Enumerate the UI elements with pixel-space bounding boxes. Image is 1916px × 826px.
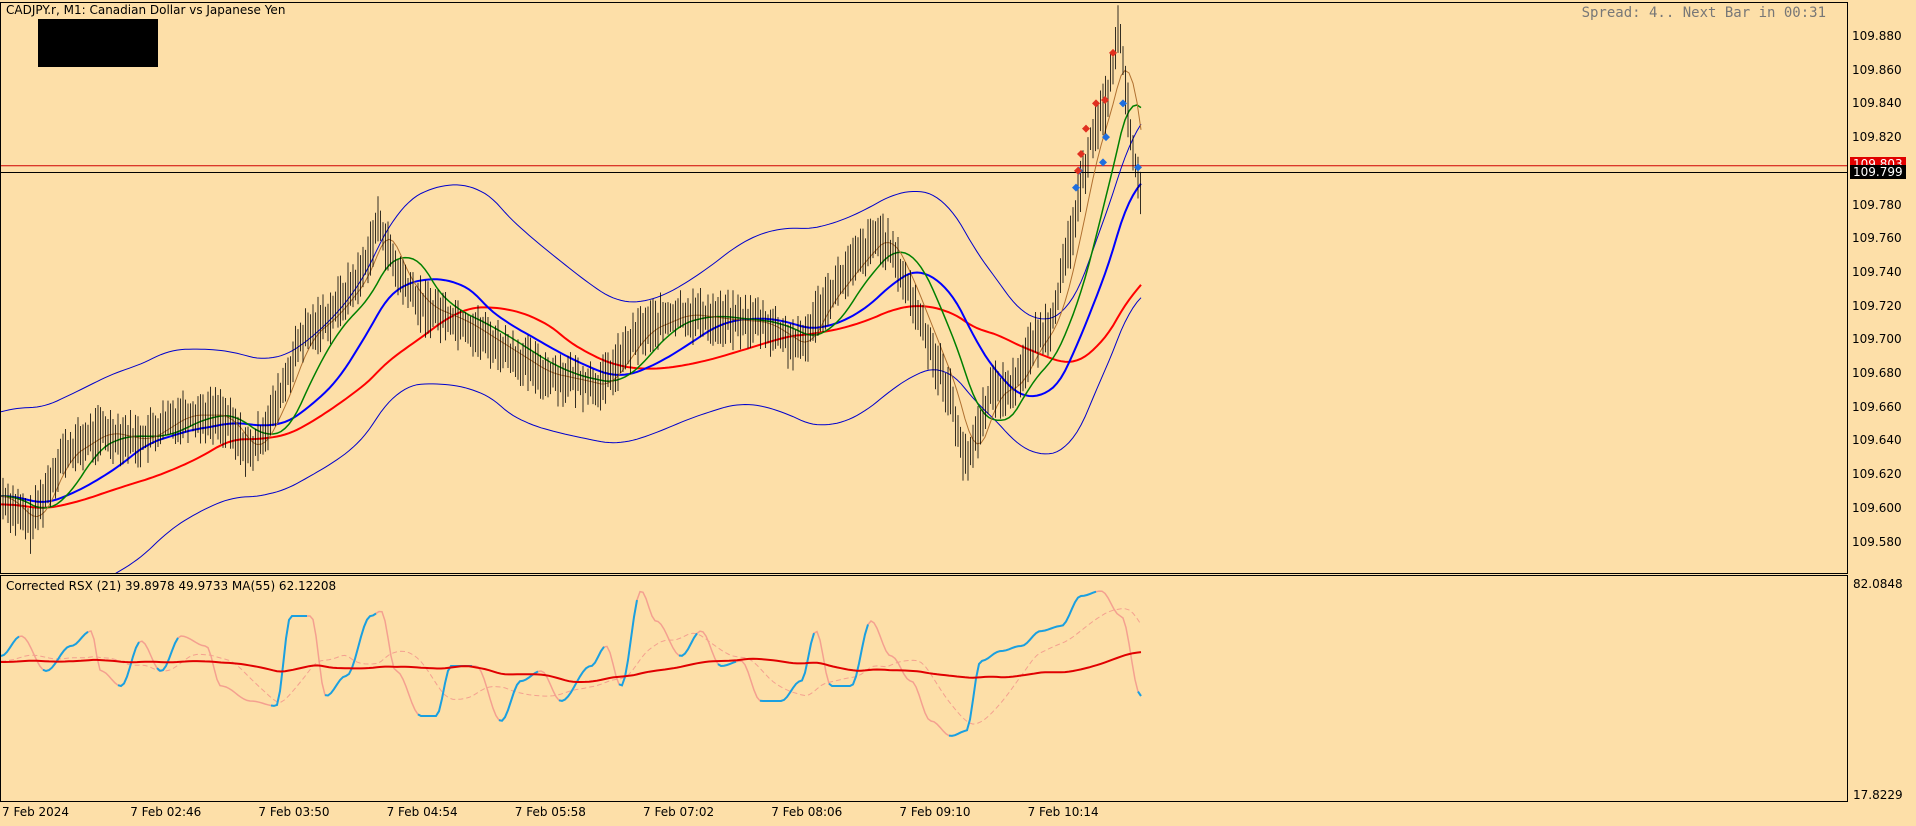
mid-ma-line	[1, 182, 1142, 503]
hidden-overlay-box	[38, 19, 158, 67]
indicator-title: Corrected RSX (21) 39.8978 49.9733 MA(55…	[6, 579, 337, 593]
ma-fastest-line	[1, 69, 1142, 518]
time-tick-label: 7 Feb 09:10	[899, 805, 971, 819]
time-tick-label: 7 Feb 07:02	[643, 805, 715, 819]
price-tick-label: 109.840	[1852, 96, 1902, 111]
rsx-signal-line	[1, 608, 1142, 725]
price-tick-label: 109.600	[1852, 500, 1902, 515]
price-tick-label: 109.880	[1852, 29, 1902, 43]
upper-band-line	[1, 123, 1142, 413]
price-tick-label: 109.680	[1852, 366, 1902, 380]
time-tick-label: 7 Feb 10:14	[1027, 805, 1099, 819]
buy-arrow-icon	[1102, 133, 1110, 142]
time-tick-label: 7 Feb 2024	[2, 805, 70, 819]
fast-ma-line	[1, 104, 1142, 509]
indicator-axis-bottom: 17.8229	[1853, 788, 1903, 802]
lower-band-line	[115, 297, 1142, 573]
bid-price-label: 109.799	[1850, 165, 1906, 179]
rsx-ma-line	[1, 651, 1142, 683]
trade-arrows	[1072, 48, 1142, 192]
time-tick-label: 7 Feb 08:06	[771, 805, 843, 819]
rsx-indicator-pane[interactable]	[0, 575, 1848, 802]
slow-ma-line	[1, 284, 1142, 509]
price-tick-label: 109.660	[1852, 399, 1902, 414]
price-tick-label: 109.580	[1852, 534, 1902, 549]
time-tick-label: 7 Feb 02:46	[130, 805, 202, 819]
price-tick-label: 109.860	[1852, 62, 1902, 77]
indicator-axis-top: 82.0848	[1853, 577, 1903, 591]
price-tick-label: 109.620	[1852, 467, 1902, 482]
price-tick-label: 109.780	[1852, 197, 1902, 212]
time-tick-label: 7 Feb 05:58	[514, 805, 586, 819]
buy-arrow-icon	[1072, 183, 1080, 192]
price-tick-label: 109.720	[1852, 298, 1902, 313]
price-tick-label: 109.760	[1852, 231, 1902, 246]
price-tick-label: 109.700	[1852, 332, 1902, 347]
price-tick-label: 109.820	[1852, 130, 1902, 145]
price-bars	[2, 5, 1141, 554]
time-tick-label: 7 Feb 03:50	[258, 805, 330, 819]
sell-arrow-icon	[1101, 96, 1109, 105]
price-chart-pane[interactable]	[0, 2, 1848, 574]
symbol-title: CADJPY.r, M1: Canadian Dollar vs Japanes…	[6, 3, 286, 17]
rsx-line-up	[1, 590, 1142, 737]
rsx-indicator-canvas[interactable]	[1, 576, 1847, 801]
sell-arrow-icon	[1082, 124, 1090, 133]
time-tick-label: 7 Feb 04:54	[386, 805, 458, 819]
sell-arrow-icon	[1109, 48, 1117, 57]
buy-arrow-icon	[1119, 99, 1127, 108]
buy-arrow-icon	[1134, 163, 1142, 172]
sell-arrow-icon	[1074, 166, 1082, 175]
price-chart-canvas[interactable]	[1, 3, 1847, 573]
spread-info: Spread: 4.. Next Bar in 00:31	[1581, 5, 1826, 21]
price-tick-label: 109.640	[1852, 433, 1902, 448]
sell-arrow-icon	[1077, 149, 1085, 158]
price-tick-label: 109.740	[1852, 264, 1902, 279]
sell-arrow-icon	[1092, 99, 1100, 108]
buy-arrow-icon	[1099, 158, 1107, 167]
